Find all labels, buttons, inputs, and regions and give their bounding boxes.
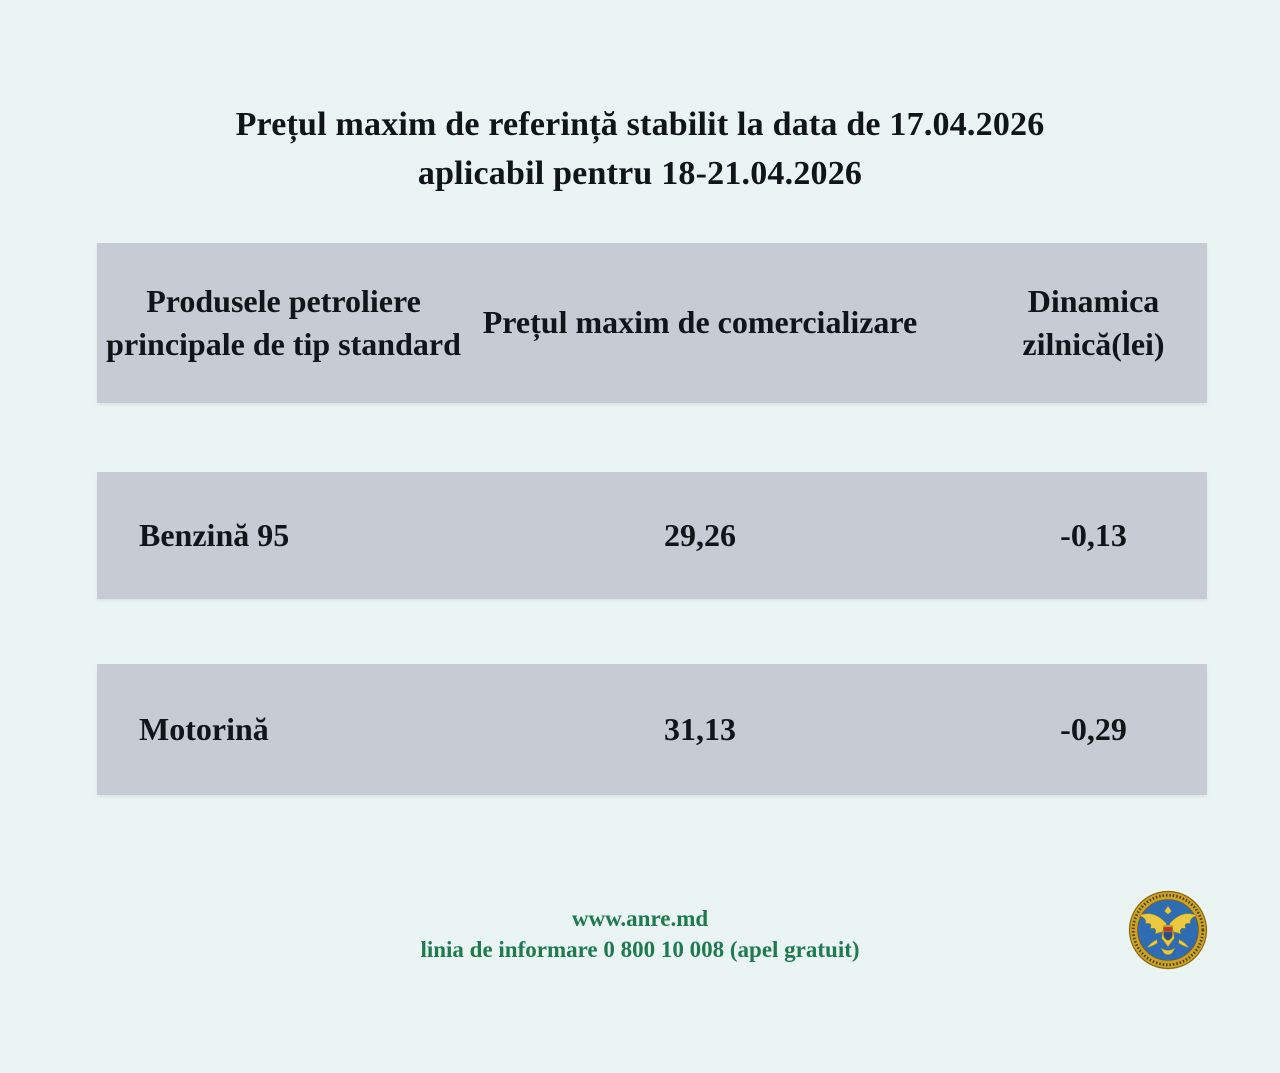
table-row-motorina: Motorină 31,13 -0,29 [97, 664, 1207, 795]
header-cell-price: Prețul maxim de comercializare [482, 304, 918, 341]
price-value: 29,26 [664, 516, 736, 553]
page-title-line2: aplicabil pentru 18-21.04.2026 [417, 155, 863, 193]
page-title-line1: Prețul maxim de referință stabilit la da… [235, 106, 1045, 143]
product-name: Benzină 95 [139, 516, 290, 553]
page-title: Prețul maxim de referință stabilit la da… [10, 100, 1270, 199]
table-row-benzina: Benzină 95 29,26 -0,13 [97, 472, 1207, 599]
footer-website: www.anre.md [571, 906, 709, 931]
header-cell-product: Produsele petroliere principale de tip s… [106, 282, 461, 362]
price-value: 31,13 [664, 710, 736, 747]
dynamic-value: -0,29 [1060, 710, 1127, 747]
footer: www.anre.md linia de informare 0 800 10 … [10, 903, 1270, 965]
anre-moldova-emblem-icon [1128, 890, 1208, 970]
footer-info-line: linia de informare 0 800 10 008 (apel gr… [420, 937, 860, 963]
dynamic-value: -0,13 [1060, 516, 1127, 553]
product-name: Motorină [139, 710, 269, 747]
header-cell-dynamic: Dinamica zilnică(lei) [1022, 282, 1165, 362]
table-header-row: Produsele petroliere principale de tip s… [97, 243, 1207, 403]
